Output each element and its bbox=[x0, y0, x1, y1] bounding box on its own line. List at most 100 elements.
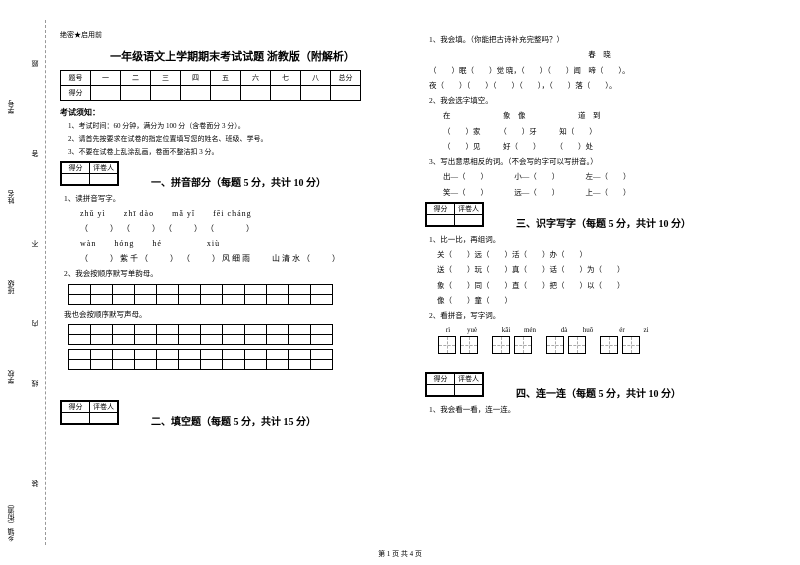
sb3-c2: 评卷人 bbox=[455, 203, 483, 214]
binding-label-id: 学号 bbox=[6, 100, 16, 114]
r2-title: 2、看拼音，写字词。 bbox=[429, 310, 770, 321]
section-1-header: 得分评卷人 一、拼音部分（每题 5 分，共计 10 分） bbox=[60, 161, 405, 189]
r-q3-title: 3、写出意思相反的词。（不会写的字可以写拼音。） bbox=[429, 156, 770, 167]
score-th-7: 七 bbox=[271, 71, 301, 86]
pl-1: yuè bbox=[461, 326, 483, 334]
score-th-5: 五 bbox=[211, 71, 241, 86]
score-th-4: 四 bbox=[181, 71, 211, 86]
score-box-1: 得分评卷人 bbox=[60, 161, 119, 186]
pinyin-labels-row: rì yuè kāi mén dà huǒ ér zi bbox=[437, 325, 770, 334]
r-q2-title: 2、我会选字填空。 bbox=[429, 95, 770, 106]
binding-label-name: 姓名 bbox=[6, 190, 16, 204]
pinyin-boxes-row bbox=[437, 336, 770, 354]
pl-0: rì bbox=[437, 326, 459, 334]
score-th-3: 三 bbox=[151, 71, 181, 86]
poem-title: 春 晓 bbox=[429, 49, 770, 60]
q1-blanks-2: （ ）紫千（ ） （ ）风细雨 山清水（ ） bbox=[80, 253, 405, 264]
section-4-title: 四、连一连（每题 5 分，共计 10 分） bbox=[516, 385, 681, 400]
sb1-c2: 评卷人 bbox=[90, 163, 118, 174]
score-box-4: 得分评卷人 bbox=[425, 372, 484, 397]
r-q2-row2: （ ）家 （ ）牙 知（ ） bbox=[443, 126, 770, 137]
score-row-label: 得分 bbox=[61, 86, 91, 101]
char-box bbox=[546, 336, 564, 354]
left-column: 绝密★启用前 一年级语文上学期期末考试试题 浙教版（附解析） 题号 一 二 三 … bbox=[50, 0, 415, 565]
binding-mark-1: 装 bbox=[30, 480, 40, 487]
section-2-title: 二、填空题（每题 5 分，共计 15 分） bbox=[151, 413, 316, 428]
score-th-2: 二 bbox=[121, 71, 151, 86]
r-q2-row3: （ ）见 好（ ） （ ）处 bbox=[443, 141, 770, 152]
score-th-1: 一 bbox=[91, 71, 121, 86]
binding-label-township: 乡镇（街道） bbox=[6, 500, 16, 542]
char-box bbox=[568, 336, 586, 354]
score-th-8: 八 bbox=[301, 71, 331, 86]
q1-pinyin-2: wàn hóng hé xiù bbox=[80, 238, 405, 249]
r1-l3: 象（ ）同（ ）直（ ）把（ ）以（ ） bbox=[437, 280, 770, 291]
r1-l2: 送（ ）玩（ ）真（ ）话（ ）为（ ） bbox=[437, 264, 770, 275]
r1-title: 1、比一比，再组词。 bbox=[429, 234, 770, 245]
secret-label: 绝密★启用前 bbox=[60, 30, 405, 40]
section-1-title: 一、拼音部分（每题 5 分，共计 10 分） bbox=[151, 174, 326, 189]
binding-margin: 乡镇（街道） 学校 班级 姓名 学号 装 线 内 不 答 题 bbox=[0, 0, 50, 565]
q1-blanks-1: （ ） （ ） （ ） （ ） bbox=[80, 223, 405, 234]
right-column: 1、我会填。（你能把古诗补充完整吗？） 春 晓 （ ）眠（ ）觉 晓，（ ）（ … bbox=[415, 0, 780, 565]
r-q3-l2: 笑—（ ） 远—（ ） 上—（ ） bbox=[443, 187, 770, 198]
notice-title: 考试须知： bbox=[60, 107, 405, 118]
consonant-grid-1 bbox=[68, 324, 405, 345]
rule-3: 3、不要在试卷上乱涂乱画，卷面不整洁扣 3 分。 bbox=[68, 147, 405, 157]
q1-title: 1、读拼音写字。 bbox=[64, 193, 405, 204]
char-box bbox=[438, 336, 456, 354]
r-q2-row1: 在 象 像 道 到 bbox=[443, 110, 770, 121]
binding-mark-6: 题 bbox=[30, 60, 40, 67]
score-box-3: 得分评卷人 bbox=[425, 202, 484, 227]
r1-l4: 像（ ）童（ ） bbox=[437, 295, 770, 306]
score-box-2: 得分评卷人 bbox=[60, 400, 119, 425]
paper-title: 一年级语文上学期期末考试试题 浙教版（附解析） bbox=[60, 48, 405, 64]
sb2-c1: 得分 bbox=[62, 401, 90, 412]
poem-line-2: 夜（ ）（ ）（ ）（ ），（ ）落（ ）。 bbox=[429, 80, 770, 91]
binding-mark-4: 不 bbox=[30, 240, 40, 247]
main-score-table: 题号 一 二 三 四 五 六 七 八 总分 得分 bbox=[60, 70, 361, 101]
pl-4: dà bbox=[553, 326, 575, 334]
q2-title: 2、我会按顺序默写单韵母。 bbox=[64, 268, 405, 279]
page-footer: 第 1 页 共 4 页 bbox=[0, 549, 800, 559]
char-box bbox=[600, 336, 618, 354]
s4-q1: 1、我会看一看，连一连。 bbox=[429, 404, 770, 415]
binding-mark-2: 线 bbox=[30, 380, 40, 387]
pl-3: mén bbox=[519, 326, 541, 334]
vowel-grid bbox=[68, 284, 405, 305]
char-box bbox=[460, 336, 478, 354]
section-4-header: 得分评卷人 四、连一连（每题 5 分，共计 10 分） bbox=[425, 372, 770, 400]
pl-6: ér bbox=[611, 326, 633, 334]
rule-2: 2、请首先按要求在试卷的指定位置填写您的姓名、班级、学号。 bbox=[68, 134, 405, 144]
q2-sub: 我也会按顺序默写声母。 bbox=[64, 309, 405, 320]
char-box bbox=[514, 336, 532, 354]
binding-mark-5: 答 bbox=[30, 150, 40, 157]
r-q3-l1: 出—（ ） 小—（ ） 左—（ ） bbox=[443, 171, 770, 182]
sb4-c1: 得分 bbox=[427, 374, 455, 385]
score-th-6: 六 bbox=[241, 71, 271, 86]
sb1-c1: 得分 bbox=[62, 163, 90, 174]
r1-l1: 关（ ）远（ ）活（ ）办（ ） bbox=[437, 249, 770, 260]
section-3-header: 得分评卷人 三、识字写字（每题 5 分，共计 10 分） bbox=[425, 202, 770, 230]
char-box bbox=[622, 336, 640, 354]
rule-1: 1、考试时间：60 分钟，满分为 100 分（含卷面分 3 分）。 bbox=[68, 121, 405, 131]
char-box bbox=[492, 336, 510, 354]
sb4-c2: 评卷人 bbox=[455, 374, 483, 385]
sb3-c1: 得分 bbox=[427, 203, 455, 214]
pl-5: huǒ bbox=[577, 326, 599, 334]
binding-mark-3: 内 bbox=[30, 320, 40, 327]
sb2-c2: 评卷人 bbox=[90, 401, 118, 412]
pl-2: kāi bbox=[495, 326, 517, 334]
q1-pinyin-1: zhǔ yì zhī dào mǎ yǐ fēi cháng bbox=[80, 208, 405, 219]
binding-dashed-line bbox=[45, 20, 46, 545]
section-2-header: 得分评卷人 二、填空题（每题 5 分，共计 15 分） bbox=[60, 400, 405, 428]
poem-line-1: （ ）眠（ ）觉 晓，（ ）（ ）闻 啼（ ）。 bbox=[429, 65, 770, 76]
pl-7: zi bbox=[635, 326, 657, 334]
section-3-title: 三、识字写字（每题 5 分，共计 10 分） bbox=[516, 215, 691, 230]
r-q1-title: 1、我会填。（你能把古诗补充完整吗？） bbox=[429, 34, 770, 45]
score-th-9: 总分 bbox=[331, 71, 361, 86]
binding-label-school: 学校 bbox=[6, 370, 16, 384]
binding-label-class: 班级 bbox=[6, 280, 16, 294]
score-th-0: 题号 bbox=[61, 71, 91, 86]
consonant-grid-2 bbox=[68, 349, 405, 370]
